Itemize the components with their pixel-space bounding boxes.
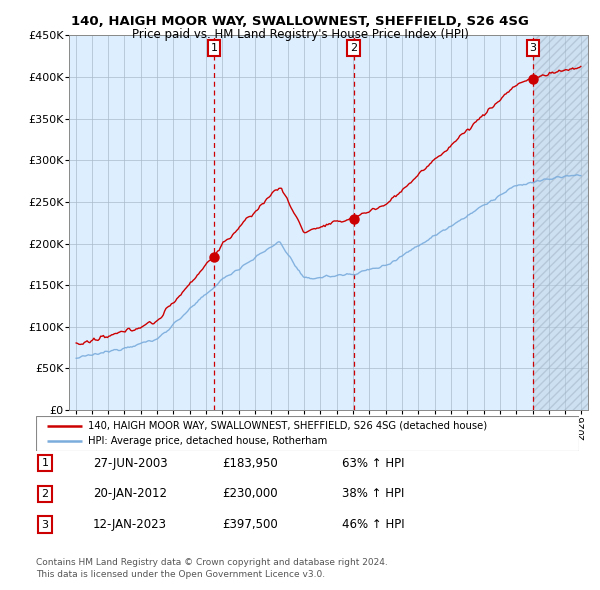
Text: 3: 3 (530, 43, 536, 53)
Text: 1: 1 (41, 458, 49, 468)
Text: 46% ↑ HPI: 46% ↑ HPI (342, 518, 404, 531)
Text: 3: 3 (41, 520, 49, 529)
Text: 1: 1 (211, 43, 218, 53)
FancyBboxPatch shape (36, 416, 579, 451)
Text: £397,500: £397,500 (222, 518, 278, 531)
Text: 27-JUN-2003: 27-JUN-2003 (93, 457, 167, 470)
Text: Price paid vs. HM Land Registry's House Price Index (HPI): Price paid vs. HM Land Registry's House … (131, 28, 469, 41)
Text: 20-JAN-2012: 20-JAN-2012 (93, 487, 167, 500)
Text: £230,000: £230,000 (222, 487, 278, 500)
Text: This data is licensed under the Open Government Licence v3.0.: This data is licensed under the Open Gov… (36, 570, 325, 579)
Text: 38% ↑ HPI: 38% ↑ HPI (342, 487, 404, 500)
Text: £183,950: £183,950 (222, 457, 278, 470)
Text: 2: 2 (350, 43, 358, 53)
Text: Contains HM Land Registry data © Crown copyright and database right 2024.: Contains HM Land Registry data © Crown c… (36, 558, 388, 567)
Text: 63% ↑ HPI: 63% ↑ HPI (342, 457, 404, 470)
Text: 12-JAN-2023: 12-JAN-2023 (93, 518, 167, 531)
Text: HPI: Average price, detached house, Rotherham: HPI: Average price, detached house, Roth… (88, 437, 327, 447)
Text: 140, HAIGH MOOR WAY, SWALLOWNEST, SHEFFIELD, S26 4SG (detached house): 140, HAIGH MOOR WAY, SWALLOWNEST, SHEFFI… (88, 421, 487, 431)
Text: 2: 2 (41, 489, 49, 499)
Bar (533, 35, 588, 410)
Text: 140, HAIGH MOOR WAY, SWALLOWNEST, SHEFFIELD, S26 4SG: 140, HAIGH MOOR WAY, SWALLOWNEST, SHEFFI… (71, 15, 529, 28)
